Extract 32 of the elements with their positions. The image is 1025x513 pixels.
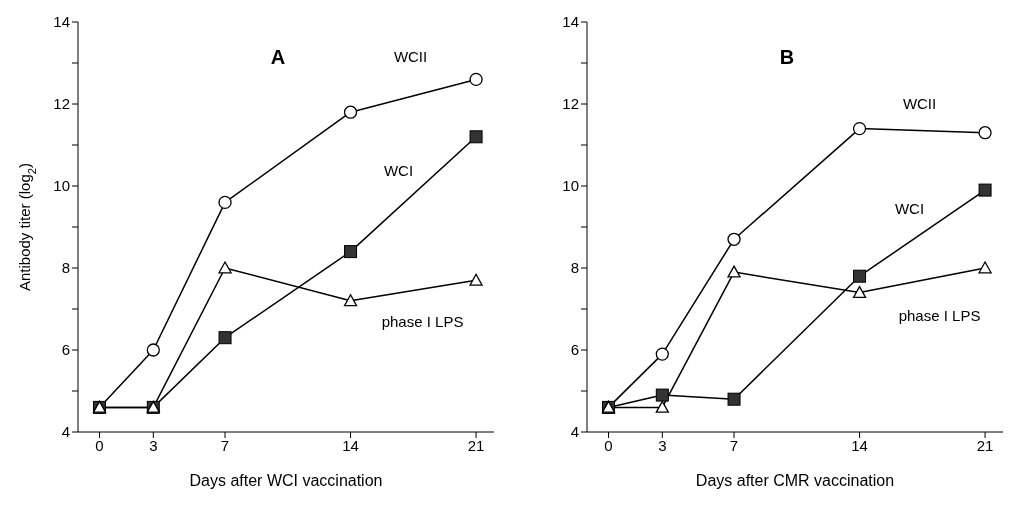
y-tick-label: 12 <box>53 95 70 113</box>
x-tick-label: 7 <box>729 436 739 454</box>
series-label: WCII <box>393 48 428 66</box>
series-label: phase I LPS <box>898 306 981 324</box>
series-label: WCI <box>383 161 414 179</box>
x-axis-title: Days after CMR vaccination <box>695 472 895 489</box>
x-tick-label: 3 <box>149 436 158 454</box>
series-label: phase I LPS <box>381 312 464 330</box>
y-tick-label: 12 <box>562 95 579 113</box>
y-tick-label: 10 <box>53 177 70 195</box>
y-tick-label: 6 <box>570 341 579 359</box>
series-label: WCI <box>894 200 925 218</box>
x-tick-label: 14 <box>851 436 868 454</box>
y-tick-label: 4 <box>570 423 579 441</box>
y-tick-label: 14 <box>53 13 70 31</box>
y-tick-label: 6 <box>61 341 70 359</box>
x-tick-label: 0 <box>95 436 104 454</box>
x-tick-label: 21 <box>976 436 994 454</box>
y-tick-label: 10 <box>562 177 579 195</box>
x-tick-label: 14 <box>342 436 359 454</box>
y-tick-label: 14 <box>562 13 579 31</box>
x-tick-label: 21 <box>467 436 485 454</box>
y-tick-label: 8 <box>61 259 70 277</box>
series-label: WCII <box>902 94 937 112</box>
x-tick-label: 3 <box>658 436 667 454</box>
x-tick-label: 0 <box>604 436 613 454</box>
x-tick-label: 7 <box>220 436 230 454</box>
y-tick-label: 4 <box>61 423 70 441</box>
text: B <box>778 46 796 69</box>
text: A <box>270 46 286 68</box>
x-axis-title: Days after WCI vaccination <box>189 472 383 489</box>
y-tick-label: 8 <box>570 259 579 277</box>
